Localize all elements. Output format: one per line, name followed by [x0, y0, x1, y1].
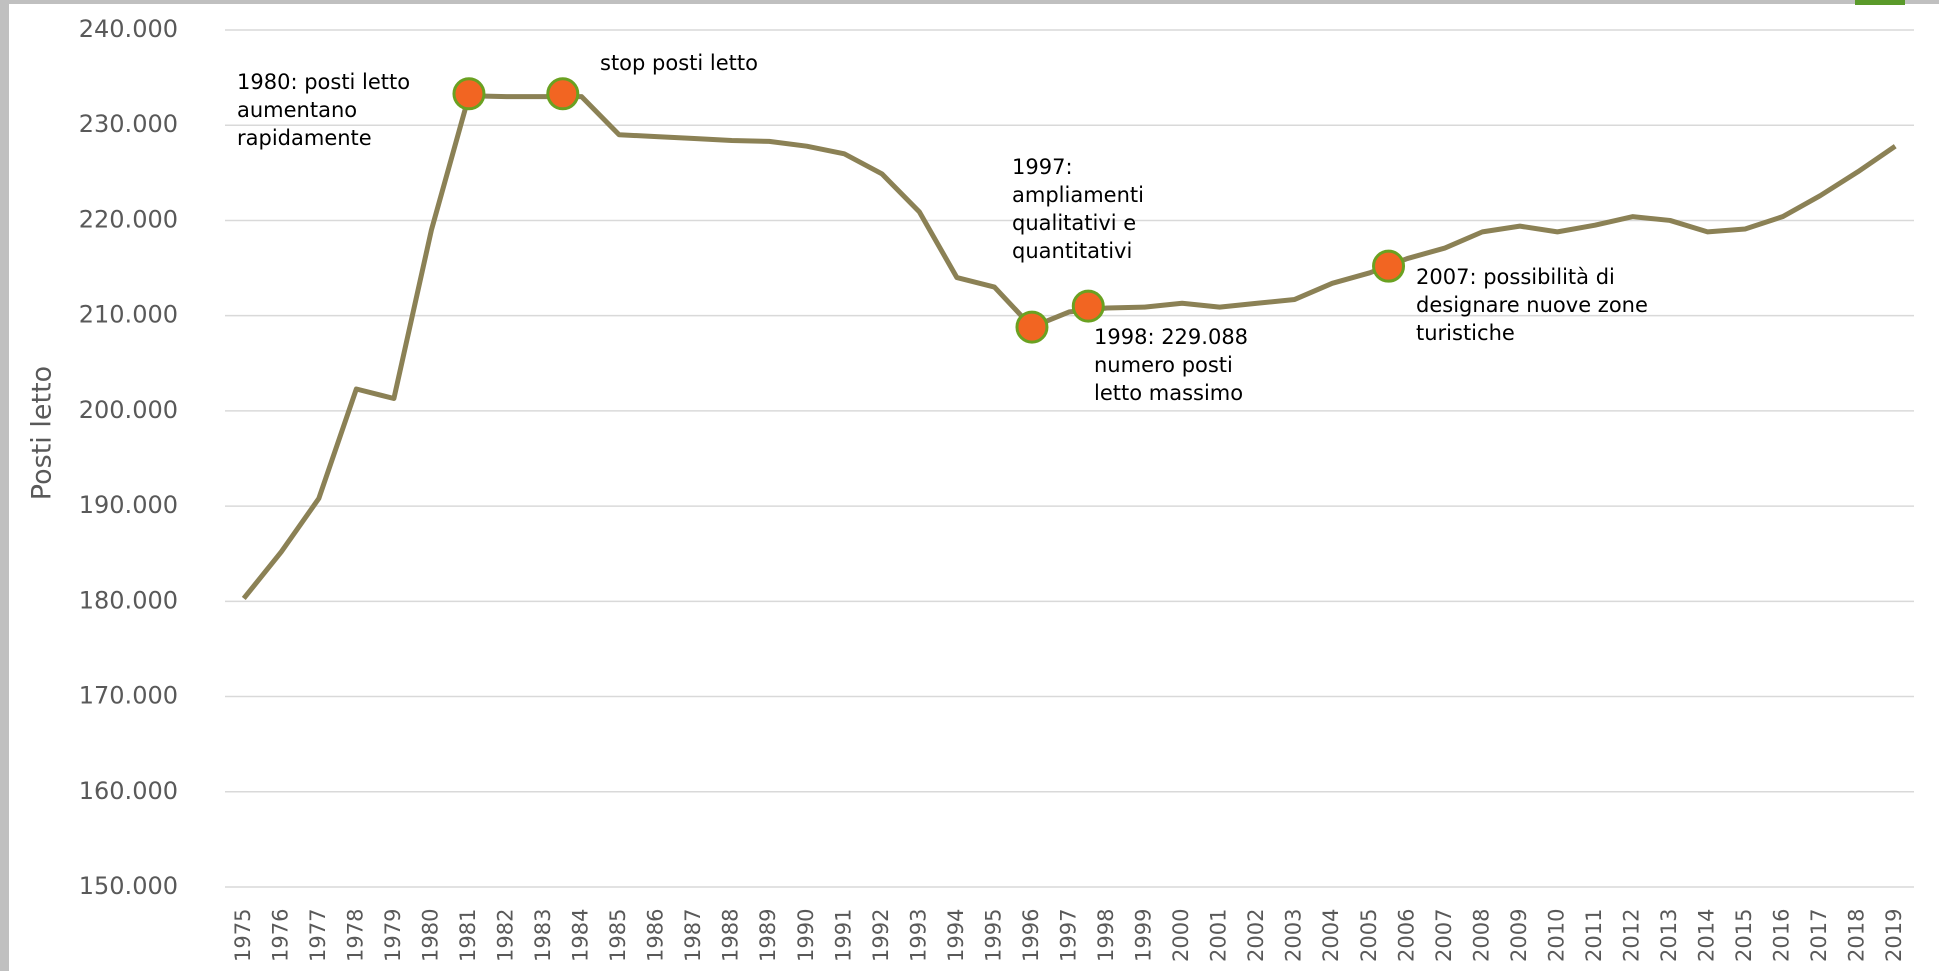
x-tick-label: 1996 [1019, 909, 1043, 962]
x-tick-label: 2001 [1207, 909, 1231, 962]
x-tick-label: 2002 [1244, 909, 1268, 962]
x-tick-label: 1986 [644, 909, 668, 962]
annotation: 1997: [1012, 155, 1073, 179]
x-tick-label: 1993 [906, 909, 930, 962]
y-axis-title: Posti letto [27, 366, 58, 500]
y-tick-label: 150.000 [79, 872, 178, 900]
x-tick-label: 2000 [1169, 909, 1193, 962]
y-tick-label: 240.000 [79, 15, 178, 43]
x-tick-label: 1995 [981, 909, 1005, 962]
x-tick-label: 2014 [1695, 909, 1719, 962]
x-tick-label: 1982 [494, 909, 518, 962]
x-tick-label: 2019 [1882, 909, 1906, 962]
y-tick-label: 210.000 [79, 301, 178, 329]
x-tick-label: 2011 [1582, 909, 1606, 962]
event-marker [1372, 249, 1406, 283]
x-tick-label: 1991 [831, 909, 855, 962]
annotation: turistiche [1416, 321, 1515, 345]
x-tick-label: 2008 [1469, 909, 1493, 962]
top-border [0, 0, 1939, 4]
x-tick-label: 2003 [1282, 909, 1306, 962]
x-tick-label: 1976 [268, 909, 292, 962]
annotation: 2007: possibilità di [1416, 265, 1615, 289]
annotation: numero posti [1094, 353, 1233, 377]
y-tick-label: 170.000 [79, 682, 178, 710]
x-tick-label: 2006 [1394, 909, 1418, 962]
event-marker [1071, 289, 1105, 323]
y-tick-label: 230.000 [79, 110, 178, 138]
event-marker [452, 77, 486, 111]
x-tick-label: 1983 [531, 909, 555, 962]
annotation: aumentano [237, 98, 357, 122]
annotation: letto massimo [1094, 381, 1243, 405]
x-tick-label: 2015 [1732, 909, 1756, 962]
accent-bar [1855, 0, 1905, 5]
x-tick-label: 1987 [681, 909, 705, 962]
x-tick-label: 1988 [719, 909, 743, 962]
x-tick-label: 2005 [1357, 909, 1381, 962]
x-tick-label: 1985 [606, 909, 630, 962]
y-tick-label: 220.000 [79, 205, 178, 233]
x-tick-label: 1997 [1057, 909, 1081, 962]
y-tick-label: 190.000 [79, 491, 178, 519]
x-tick-label: 2004 [1319, 909, 1343, 962]
event-marker [546, 77, 580, 111]
annotation: ampliamenti [1012, 183, 1144, 207]
x-tick-label: 2010 [1544, 909, 1568, 962]
x-tick-label: 2007 [1432, 909, 1456, 962]
x-tick-label: 1984 [569, 909, 593, 962]
left-border [0, 0, 9, 971]
x-tick-label: 1999 [1132, 909, 1156, 962]
x-tick-label: 1975 [231, 909, 255, 962]
annotation: designare nuove zone [1416, 293, 1648, 317]
x-tick-label: 2013 [1657, 909, 1681, 962]
x-tick-label: 1990 [794, 909, 818, 962]
annotation: 1980: posti letto [237, 70, 410, 94]
annotation: qualitativi e [1012, 211, 1136, 235]
y-tick-label: 160.000 [79, 777, 178, 805]
x-tick-label: 1980 [418, 909, 442, 962]
annotation: rapidamente [237, 126, 372, 150]
x-tick-label: 1977 [306, 909, 330, 962]
annotation: stop posti letto [600, 51, 758, 75]
y-tick-label: 180.000 [79, 586, 178, 614]
x-tick-label: 2016 [1770, 909, 1794, 962]
x-tick-label: 1981 [456, 909, 480, 962]
x-tick-label: 1978 [343, 909, 367, 962]
x-tick-label: 1979 [381, 909, 405, 962]
data-line [241, 93, 1897, 601]
y-tick-label: 200.000 [79, 396, 178, 424]
x-tick-label: 2009 [1507, 909, 1531, 962]
x-tick-label: 1992 [869, 909, 893, 962]
x-tick-label: 1994 [944, 909, 968, 962]
annotation: quantitativi [1012, 239, 1132, 263]
x-tick-label: 1998 [1094, 909, 1118, 962]
x-tick-label: 1989 [756, 909, 780, 962]
x-tick-label: 2018 [1845, 909, 1869, 962]
x-tick-label: 2017 [1807, 909, 1831, 962]
event-marker [1015, 310, 1049, 344]
annotation: 1998: 229.088 [1094, 325, 1248, 349]
x-tick-label: 2012 [1620, 909, 1644, 962]
